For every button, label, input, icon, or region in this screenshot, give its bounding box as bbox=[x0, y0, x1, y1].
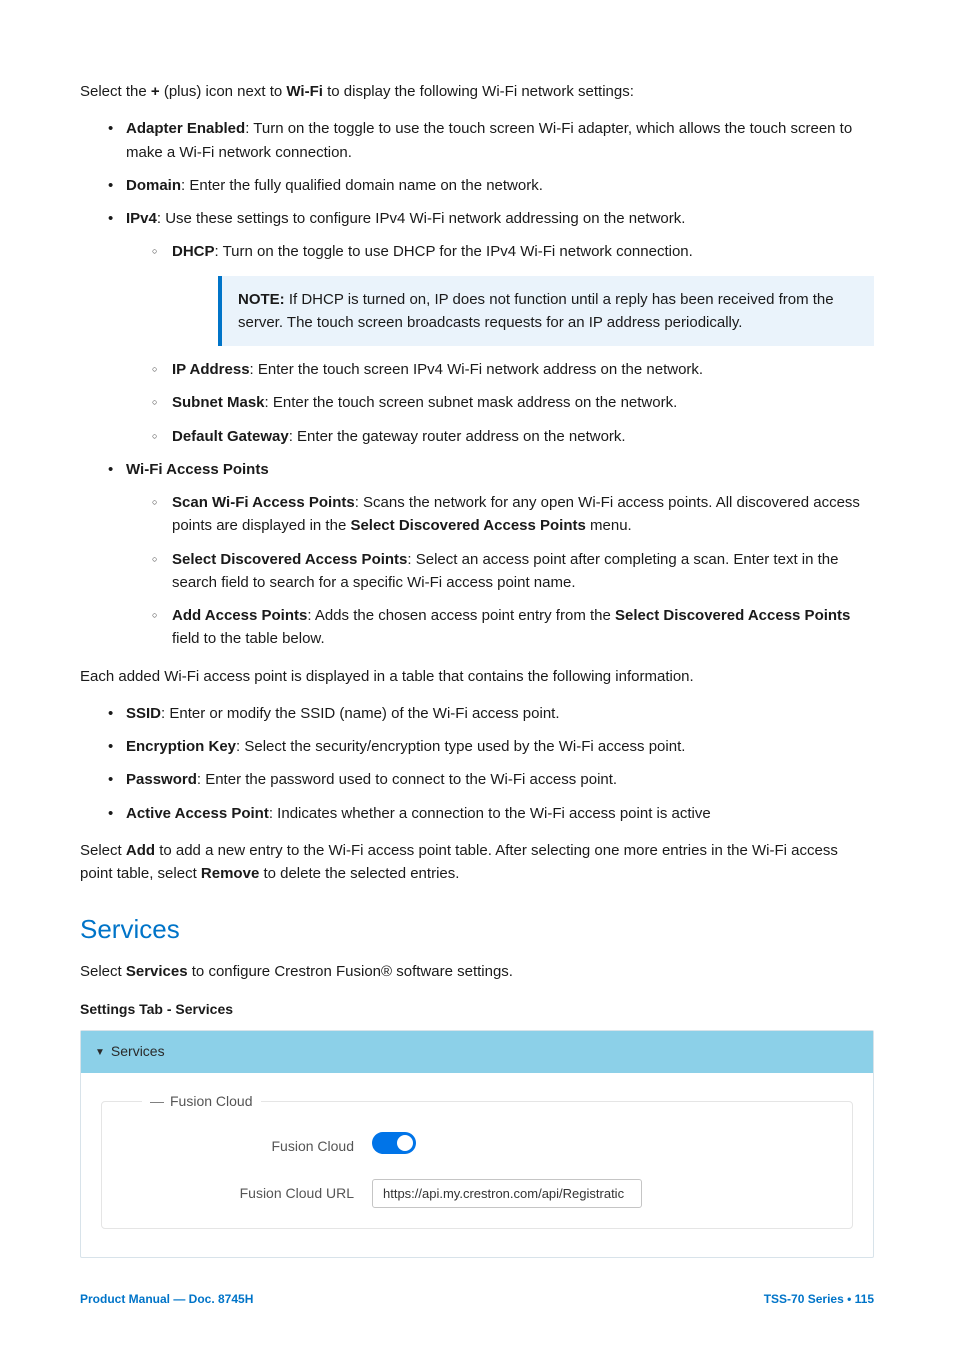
label: Subnet Mask bbox=[172, 394, 265, 411]
remove-bold: Remove bbox=[201, 865, 259, 882]
legend-text: Fusion Cloud bbox=[170, 1091, 253, 1113]
adapter-enabled-item: Adapter Enabled: Turn on the toggle to u… bbox=[126, 117, 874, 164]
label: Add Access Points bbox=[172, 607, 307, 624]
wap-table-columns-list: SSID: Enter or modify the SSID (name) of… bbox=[80, 702, 874, 825]
wifi-intro-paragraph: Select the + (plus) icon next to Wi-Fi t… bbox=[80, 80, 874, 103]
note-label: NOTE: bbox=[238, 291, 285, 308]
bold: Select Discovered Access Points bbox=[615, 607, 850, 624]
active-access-point-item: Active Access Point: Indicates whether a… bbox=[126, 802, 874, 825]
label: Scan Wi-Fi Access Points bbox=[172, 494, 355, 511]
text: : Enter the gateway router address on th… bbox=[289, 428, 626, 445]
text: (plus) icon next to bbox=[160, 83, 287, 100]
fusion-cloud-fieldset: — Fusion Cloud Fusion Cloud Fusion Cloud… bbox=[101, 1101, 853, 1229]
text: to delete the selected entries. bbox=[259, 865, 459, 882]
fusion-cloud-url-row: Fusion Cloud URL bbox=[122, 1179, 832, 1208]
dhcp-note-callout: NOTE: If DHCP is turned on, IP does not … bbox=[218, 276, 874, 347]
note-text: If DHCP is turned on, IP does not functi… bbox=[238, 291, 834, 331]
services-panel: ▼ Services — Fusion Cloud Fusion Cloud F… bbox=[80, 1030, 874, 1258]
add-remove-paragraph: Select Add to add a new entry to the Wi-… bbox=[80, 839, 874, 886]
subnet-mask-item: Subnet Mask: Enter the touch screen subn… bbox=[172, 391, 874, 414]
ipv4-item: IPv4: Use these settings to configure IP… bbox=[126, 207, 874, 448]
fusion-cloud-toggle[interactable] bbox=[372, 1132, 416, 1154]
label: Adapter Enabled bbox=[126, 120, 245, 137]
wifi-settings-list: Adapter Enabled : Turn on the toggle to u… bbox=[80, 117, 874, 650]
wap-sublist: Scan Wi-Fi Access Points: Scans the netw… bbox=[126, 491, 874, 651]
text: Select the bbox=[80, 83, 151, 100]
label: IP Address bbox=[172, 361, 250, 378]
fusion-cloud-url-input[interactable] bbox=[372, 1179, 642, 1208]
plus-icon-text: + bbox=[151, 83, 160, 100]
label: DHCP bbox=[172, 243, 215, 260]
text: : Enter or modify the SSID (name) of the… bbox=[161, 705, 559, 722]
label: Active Access Point bbox=[126, 805, 269, 822]
services-panel-body: — Fusion Cloud Fusion Cloud Fusion Cloud… bbox=[81, 1073, 873, 1257]
toggle-knob bbox=[397, 1135, 413, 1151]
text: field to the table below. bbox=[172, 630, 325, 647]
domain-item: Domain: Enter the fully qualified domain… bbox=[126, 174, 874, 197]
label: Select Discovered Access Points bbox=[172, 551, 407, 568]
fusion-cloud-url-label: Fusion Cloud URL bbox=[122, 1183, 372, 1205]
wifi-bold: Wi-Fi bbox=[286, 83, 323, 100]
services-panel-header[interactable]: ▼ Services bbox=[81, 1031, 873, 1073]
label: Encryption Key bbox=[126, 738, 236, 755]
encryption-key-item: Encryption Key: Select the security/encr… bbox=[126, 735, 874, 758]
text: to configure Crestron Fusion® software s… bbox=[188, 963, 513, 980]
text: : Enter the touch screen IPv4 Wi-Fi netw… bbox=[250, 361, 704, 378]
text: : Select the security/encryption type us… bbox=[236, 738, 685, 755]
select-wap-item: Select Discovered Access Points: Select … bbox=[172, 548, 874, 595]
footer-left: Product Manual — Doc. 8745H bbox=[80, 1290, 253, 1309]
ssid-item: SSID: Enter or modify the SSID (name) of… bbox=[126, 702, 874, 725]
text: : Use these settings to configure IPv4 W… bbox=[157, 210, 686, 227]
add-wap-item: Add Access Points: Adds the chosen acces… bbox=[172, 604, 874, 651]
ipv4-sublist: DHCP: Turn on the toggle to use DHCP for… bbox=[126, 240, 874, 448]
text: : Enter the password used to connect to … bbox=[197, 771, 617, 788]
label: Wi-Fi Access Points bbox=[126, 461, 269, 478]
fusion-cloud-legend[interactable]: — Fusion Cloud bbox=[142, 1091, 261, 1113]
services-intro-paragraph: Select Services to configure Crestron Fu… bbox=[80, 960, 874, 983]
text: to display the following Wi-Fi network s… bbox=[323, 83, 634, 100]
password-item: Password: Enter the password used to con… bbox=[126, 768, 874, 791]
add-bold: Add bbox=[126, 842, 155, 859]
label: IPv4 bbox=[126, 210, 157, 227]
services-bold: Services bbox=[126, 963, 188, 980]
label: Domain bbox=[126, 177, 181, 194]
text: : Enter the touch screen subnet mask add… bbox=[265, 394, 678, 411]
text: : Turn on the toggle to use DHCP for the… bbox=[215, 243, 693, 260]
label: Default Gateway bbox=[172, 428, 289, 445]
wifi-access-points-item: Wi-Fi Access Points Scan Wi-Fi Access Po… bbox=[126, 458, 874, 651]
text: : Indicates whether a connection to the … bbox=[269, 805, 711, 822]
text: : Enter the fully qualified domain name … bbox=[181, 177, 543, 194]
text: Select bbox=[80, 963, 126, 980]
bold: Select Discovered Access Points bbox=[350, 517, 585, 534]
caret-down-icon: ▼ bbox=[95, 1045, 105, 1061]
label: SSID bbox=[126, 705, 161, 722]
text: : Adds the chosen access point entry fro… bbox=[307, 607, 615, 624]
text: Select bbox=[80, 842, 126, 859]
fusion-cloud-toggle-row: Fusion Cloud bbox=[122, 1132, 832, 1161]
scan-wap-item: Scan Wi-Fi Access Points: Scans the netw… bbox=[172, 491, 874, 538]
services-heading: Services bbox=[80, 909, 874, 949]
panel-title: Services bbox=[111, 1041, 165, 1063]
ip-address-item: IP Address: Enter the touch screen IPv4 … bbox=[172, 358, 874, 381]
text: menu. bbox=[586, 517, 632, 534]
dhcp-item: DHCP: Turn on the toggle to use DHCP for… bbox=[172, 240, 874, 346]
services-caption: Settings Tab - Services bbox=[80, 999, 874, 1021]
footer-right: TSS-70 Series • 115 bbox=[764, 1290, 874, 1309]
page-footer: Product Manual — Doc. 8745H TSS-70 Serie… bbox=[80, 1290, 874, 1309]
minus-icon: — bbox=[150, 1091, 164, 1113]
table-intro-paragraph: Each added Wi-Fi access point is display… bbox=[80, 665, 874, 688]
default-gateway-item: Default Gateway: Enter the gateway route… bbox=[172, 425, 874, 448]
fusion-cloud-toggle-label: Fusion Cloud bbox=[122, 1136, 372, 1158]
label: Password bbox=[126, 771, 197, 788]
